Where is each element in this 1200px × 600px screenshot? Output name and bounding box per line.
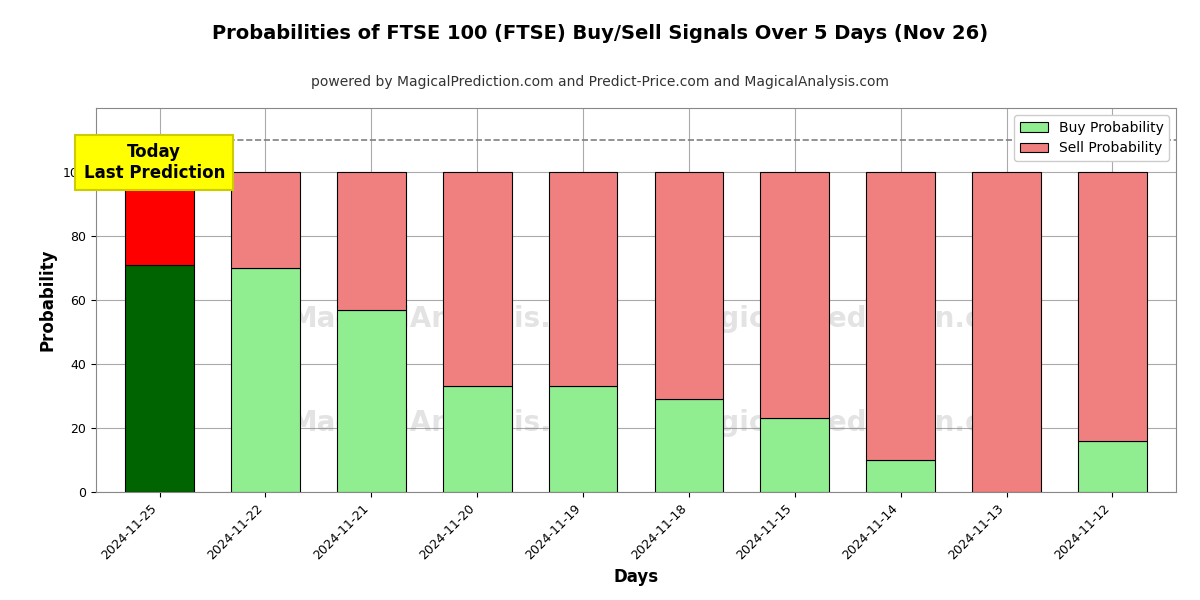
Text: MagicalPrediction.com: MagicalPrediction.com bbox=[673, 409, 1031, 437]
Text: MagicalPrediction.com: MagicalPrediction.com bbox=[673, 305, 1031, 333]
Y-axis label: Probability: Probability bbox=[38, 249, 56, 351]
Text: powered by MagicalPrediction.com and Predict-Price.com and MagicalAnalysis.com: powered by MagicalPrediction.com and Pre… bbox=[311, 75, 889, 89]
Bar bbox=[866, 172, 935, 460]
Bar bbox=[337, 310, 406, 492]
X-axis label: Days: Days bbox=[613, 568, 659, 586]
Bar bbox=[866, 460, 935, 492]
Bar bbox=[125, 172, 194, 265]
Legend: Buy Probability, Sell Probability: Buy Probability, Sell Probability bbox=[1014, 115, 1169, 161]
Bar bbox=[1078, 441, 1147, 492]
Bar bbox=[230, 172, 300, 268]
Bar bbox=[548, 172, 618, 386]
Bar bbox=[654, 399, 724, 492]
Bar bbox=[125, 265, 194, 492]
Bar bbox=[1078, 172, 1147, 441]
Bar bbox=[761, 418, 829, 492]
Bar bbox=[972, 172, 1042, 492]
Text: Today
Last Prediction: Today Last Prediction bbox=[84, 143, 224, 182]
Text: Probabilities of FTSE 100 (FTSE) Buy/Sell Signals Over 5 Days (Nov 26): Probabilities of FTSE 100 (FTSE) Buy/Sel… bbox=[212, 24, 988, 43]
Bar bbox=[443, 386, 511, 492]
Bar bbox=[230, 268, 300, 492]
Bar bbox=[654, 172, 724, 399]
Bar bbox=[337, 172, 406, 310]
Text: MagicalAnalysis.com: MagicalAnalysis.com bbox=[289, 305, 616, 333]
Text: MagicalAnalysis.com: MagicalAnalysis.com bbox=[289, 409, 616, 437]
Bar bbox=[443, 172, 511, 386]
Bar bbox=[548, 386, 618, 492]
Bar bbox=[761, 172, 829, 418]
